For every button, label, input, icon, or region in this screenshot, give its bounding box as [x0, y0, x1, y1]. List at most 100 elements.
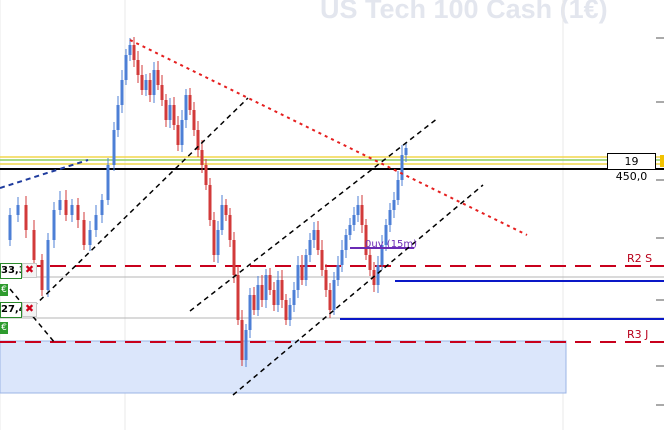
candle-body: [180, 120, 184, 145]
candle-body: [82, 220, 86, 245]
candle-body: [308, 240, 312, 255]
candle-body: [200, 150, 204, 165]
candle-body: [224, 205, 228, 215]
candle-body: [46, 240, 50, 290]
order-tag-1[interactable]: 33,3: [0, 263, 22, 279]
candle-body: [216, 230, 220, 255]
candle-body: [256, 285, 260, 310]
candle-body: [188, 95, 192, 110]
downtrend-line[interactable]: [129, 39, 528, 236]
order-1-euro-icon: €: [0, 284, 8, 296]
candle-body: [112, 130, 116, 165]
candle-body: [328, 290, 332, 310]
candle-body: [172, 105, 176, 125]
candle-body: [332, 280, 336, 310]
horizontal-price-lines: [0, 156, 664, 319]
channel-line-left: [26, 97, 249, 314]
order-1-close-icon[interactable]: ✖: [22, 263, 37, 278]
candle-body: [288, 305, 292, 320]
candle-body: [140, 75, 144, 90]
candle-body: [384, 225, 388, 245]
candle-body: [316, 230, 320, 250]
channel-small: [9, 288, 56, 344]
candle-body: [280, 280, 284, 300]
candle-body: [312, 230, 316, 240]
candle-body: [204, 165, 208, 185]
candle-body: [380, 245, 384, 265]
candle-body: [64, 200, 68, 215]
candle-body: [148, 80, 152, 95]
candle-body: [196, 130, 200, 150]
candle-body: [392, 200, 396, 210]
candle-body: [260, 285, 264, 300]
candle-body: [352, 215, 356, 225]
candle-body: [228, 215, 232, 240]
candle-body: [184, 95, 188, 120]
r3-label: R3 J: [627, 328, 649, 341]
candle-body: [356, 205, 360, 215]
candle-body: [32, 230, 36, 260]
candle-body: [100, 200, 104, 215]
candle-body: [176, 125, 180, 145]
candle-body: [252, 295, 256, 310]
channel-upper: [189, 117, 439, 312]
candle-body: [396, 180, 400, 200]
candle-body: [276, 280, 280, 305]
blue-dotted-trendline[interactable]: [0, 159, 89, 189]
candle-body: [70, 205, 74, 215]
candle-body: [120, 80, 124, 105]
candle-body: [144, 80, 148, 90]
candle-body: [220, 205, 224, 230]
order-2-close-icon[interactable]: ✖: [22, 302, 37, 317]
candle-body: [164, 100, 168, 120]
candle-body: [360, 205, 364, 225]
candle-body: [368, 255, 372, 270]
candle-body: [388, 210, 392, 225]
candle-body: [88, 230, 92, 245]
candle-body: [240, 320, 244, 360]
candle-body: [16, 205, 20, 215]
candle-body: [156, 70, 160, 85]
candle-body: [76, 205, 80, 220]
candle-body: [344, 235, 348, 250]
candle-body: [208, 185, 212, 220]
candle-body: [52, 210, 56, 240]
candle-body: [244, 330, 248, 360]
resistance-levels[interactable]: [0, 265, 664, 343]
candle-body: [8, 215, 12, 240]
candle-body: [136, 60, 140, 75]
candle-body: [128, 45, 132, 55]
candle-body: [376, 265, 380, 285]
channel-lower: [232, 184, 484, 396]
candle-body: [94, 215, 98, 230]
candle-body: [340, 250, 344, 265]
candle-body: [336, 265, 340, 280]
candle-body: [40, 260, 44, 290]
candle-body: [268, 275, 272, 290]
current-price-label: 19 450,0: [607, 153, 656, 183]
candle-body: [232, 240, 236, 275]
candlesticks[interactable]: [8, 37, 408, 367]
blue-levels[interactable]: [340, 280, 664, 320]
study-label: 0uv (15m): [365, 239, 418, 250]
candle-body: [292, 290, 296, 305]
order-2-euro-icon: €: [0, 322, 8, 334]
candle-body: [400, 155, 404, 180]
candle-body: [152, 70, 156, 95]
support-zone[interactable]: [0, 340, 567, 394]
candle-body: [248, 295, 252, 330]
candle-body: [160, 85, 164, 100]
candle-body: [58, 200, 62, 210]
channel-lines[interactable]: [9, 97, 484, 396]
order-tag-2[interactable]: 27,4: [0, 302, 22, 318]
candle-body: [212, 220, 216, 255]
candle-body: [192, 110, 196, 130]
candle-body: [296, 265, 300, 290]
price-axis-ticks: [656, 37, 664, 406]
candle-body: [324, 270, 328, 290]
chart-watermark-title: US Tech 100 Cash (1€): [320, 0, 608, 24]
candle-body: [284, 300, 288, 320]
candle-body: [124, 55, 128, 80]
price-axis-marker: [660, 155, 664, 167]
